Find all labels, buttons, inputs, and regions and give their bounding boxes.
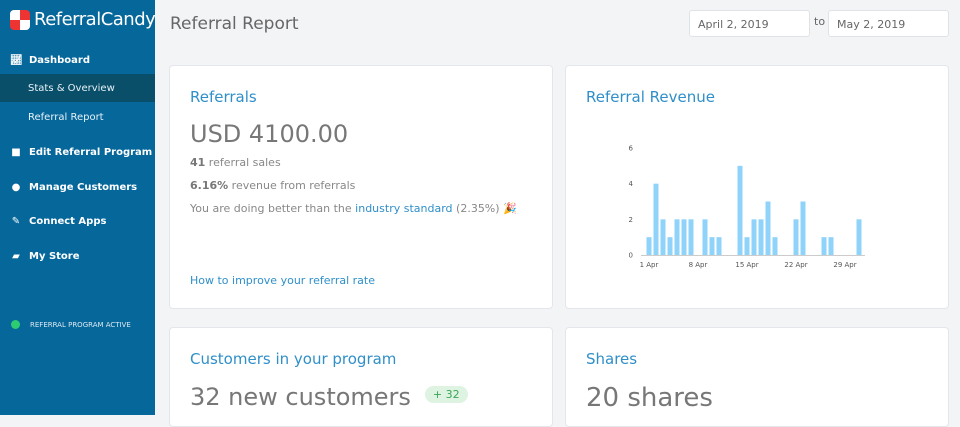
bar [751, 219, 757, 255]
sidebar-item-label: Dashboard [29, 54, 90, 66]
status-text: REFERRAL PROGRAM ACTIVE [30, 320, 131, 329]
card-title: Shares [586, 350, 638, 368]
sales-label: referral sales [205, 156, 281, 169]
status-dot-icon [11, 320, 20, 329]
referral-revenue-chart: 0 2 4 6 1 Apr 8 Apr 15 Apr 22 Apr 29 Apr [629, 145, 865, 269]
bar [758, 219, 764, 255]
sidebar-item-stats-overview[interactable]: Stats & Overview [0, 74, 155, 102]
gift-icon: ■ [11, 146, 21, 158]
comparison-suffix: (2.35%) 🎉 [452, 202, 517, 215]
bar [821, 237, 827, 255]
sidebar-item-label: Edit Referral Program [29, 146, 153, 158]
y-tick-label: 6 [629, 145, 634, 153]
sidebar-item-manage-customers[interactable]: ● Manage Customers [0, 173, 155, 201]
industry-standard-link[interactable]: industry standard [355, 202, 453, 215]
bar [688, 219, 694, 255]
shopping-bag-icon: ▰ [12, 250, 20, 262]
sidebar-item-edit-referral-program[interactable]: ■ Edit Referral Program [0, 138, 155, 166]
bar [716, 237, 722, 255]
sidebar-item-label: Referral Report [28, 111, 104, 123]
improve-referral-rate-link[interactable]: How to improve your referral rate [190, 274, 375, 287]
bar [793, 219, 799, 255]
y-tick-label: 4 [629, 180, 634, 188]
comparison-prefix: You are doing better than the [190, 202, 356, 215]
bar [681, 219, 687, 255]
referral-amount: USD 4100.00 [190, 120, 349, 148]
program-status: REFERRAL PROGRAM ACTIVE [11, 320, 131, 329]
bar [800, 201, 806, 255]
referral-revenue-card: Referral Revenue 0 2 4 6 1 Apr 8 Apr 15 Apr 22 … [565, 65, 949, 309]
logo-text: ReferralCandy [34, 9, 156, 30]
bar [772, 237, 778, 255]
sidebar-item-my-store[interactable]: ▰ My Store [0, 242, 155, 270]
rev-pct-value: 6.16% [190, 179, 229, 192]
bar [709, 237, 715, 255]
bar [702, 219, 708, 255]
y-tick-label: 2 [629, 216, 633, 224]
chart-line-icon: 📈︎ [10, 54, 23, 66]
referralcandy-logo[interactable]: ReferralCandy [10, 9, 156, 30]
x-tick-label: 22 Apr [784, 261, 807, 269]
x-tick-label: 15 Apr [735, 261, 758, 269]
sales-count: 41 [190, 156, 206, 169]
y-tick-label: 0 [629, 252, 633, 260]
x-tick-label: 29 Apr [833, 261, 856, 269]
sidebar-item-connect-apps[interactable]: ✎ Connect Apps [0, 207, 155, 235]
x-tick-label: 1 Apr [640, 261, 659, 269]
bar [646, 237, 652, 255]
sidebar-item-label: My Store [29, 250, 80, 262]
users-icon: ● [11, 181, 21, 193]
x-tick-label: 8 Apr [689, 261, 708, 269]
sidebar: ReferralCandy 📈︎ Dashboard Stats & Overvi… [0, 0, 156, 415]
bar [653, 183, 659, 255]
bar [674, 219, 680, 255]
sidebar-item-referral-report[interactable]: Referral Report [0, 103, 155, 131]
shares-value: 20 shares [586, 383, 713, 413]
referrals-card: Referrals USD 4100.00 41 referral sales … [169, 65, 553, 309]
shares-card: Shares 20 shares [565, 327, 949, 427]
customers-card: Customers in your program 32 new custome… [169, 327, 553, 427]
sidebar-item-label: Manage Customers [29, 181, 138, 193]
customers-change-badge: + 32 [424, 385, 468, 403]
bar [765, 201, 771, 255]
bar [667, 237, 673, 255]
card-title: Referrals [190, 88, 257, 106]
bar [744, 237, 750, 255]
date-from-input[interactable]: April 2, 2019 [689, 10, 810, 37]
new-customers-value: 32 new customers [190, 383, 411, 411]
page-title: Referral Report [170, 14, 299, 34]
date-separator: to [814, 15, 826, 28]
bar [828, 237, 834, 255]
card-title: Customers in your program [190, 350, 397, 368]
date-to-input[interactable]: May 2, 2019 [828, 10, 949, 37]
bar [660, 219, 666, 255]
sidebar-item-dashboard[interactable]: 📈︎ Dashboard [0, 46, 155, 74]
sidebar-item-label: Stats & Overview [28, 82, 115, 94]
card-title: Referral Revenue [586, 88, 716, 106]
referral-sales: 41 referral sales [190, 156, 281, 169]
bar [856, 219, 862, 255]
revenue-pct: 6.16% revenue from referrals [190, 179, 355, 192]
plug-icon: ✎ [11, 215, 21, 227]
industry-comparison: You are doing better than the industry s… [190, 202, 517, 215]
sidebar-item-label: Connect Apps [29, 215, 107, 227]
rev-pct-label: revenue from referrals [228, 179, 356, 192]
candy-logo-icon [10, 9, 30, 30]
bar [737, 165, 743, 255]
